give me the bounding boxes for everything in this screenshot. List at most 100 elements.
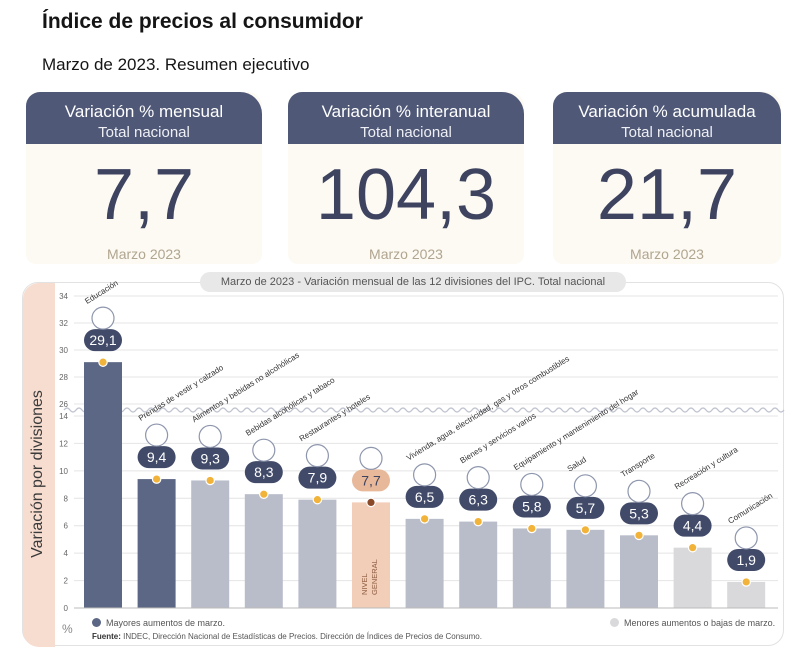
value-dot bbox=[151, 474, 162, 484]
legend-high: Mayores aumentos de marzo. bbox=[92, 618, 225, 628]
bar bbox=[244, 494, 283, 608]
source-label: Fuente: bbox=[92, 632, 121, 641]
card-title: Variación % interanual bbox=[321, 102, 491, 121]
y-tick-label: 4 bbox=[64, 549, 69, 558]
legend-low-swatch bbox=[610, 618, 619, 627]
bar bbox=[620, 535, 658, 608]
value-dot bbox=[419, 514, 430, 524]
category-icon bbox=[520, 472, 544, 497]
category-icon bbox=[305, 444, 329, 468]
x-tick-label: Prendas de vestir y calzado bbox=[137, 363, 226, 423]
category-icon bbox=[734, 526, 758, 550]
card-subtitle: Total nacional bbox=[621, 124, 713, 141]
data-label: 5,7 bbox=[576, 500, 596, 516]
y-tick-label: 8 bbox=[64, 494, 69, 503]
card-header: Variación % interanual Total nacional bbox=[288, 92, 524, 144]
data-label: 4,4 bbox=[683, 518, 703, 534]
value-dot bbox=[526, 523, 537, 534]
y-tick-label: 28 bbox=[59, 373, 68, 382]
card-date: Marzo 2023 bbox=[107, 246, 181, 262]
value-dot bbox=[687, 542, 698, 553]
value-badge bbox=[352, 469, 390, 492]
value-badge bbox=[673, 514, 712, 537]
card-value: 104,3 bbox=[315, 155, 497, 235]
unit-label: % bbox=[62, 622, 73, 636]
category-icon bbox=[466, 466, 490, 490]
x-tick-label: Transporte bbox=[619, 451, 657, 479]
card-value: 7,7 bbox=[93, 155, 195, 235]
value-dot bbox=[312, 494, 323, 505]
bar bbox=[459, 521, 498, 608]
bar bbox=[673, 547, 712, 608]
y-tick-label: 12 bbox=[59, 439, 68, 448]
value-badge bbox=[244, 461, 283, 484]
bar bbox=[137, 479, 176, 608]
card-title: Variación % acumulada bbox=[578, 102, 756, 121]
axis-break-line bbox=[63, 407, 785, 413]
y-tick-label: 2 bbox=[64, 577, 69, 586]
card-header: Variación % acumulada Total nacional bbox=[553, 92, 781, 144]
x-tick-label: Educación bbox=[83, 278, 119, 305]
data-label: 1,9 bbox=[736, 552, 756, 568]
bar bbox=[84, 362, 122, 608]
source-note: Fuente: INDEC, Dirección Nacional de Est… bbox=[92, 632, 482, 641]
category-icon bbox=[145, 423, 169, 447]
data-label: 6,5 bbox=[415, 489, 435, 505]
data-label: 7,9 bbox=[308, 470, 328, 486]
data-label: 8,3 bbox=[254, 464, 274, 480]
card-subtitle: Total nacional bbox=[360, 124, 452, 141]
y-tick-label: 10 bbox=[59, 467, 68, 476]
card-date: Marzo 2023 bbox=[630, 246, 704, 262]
value-badge bbox=[512, 495, 551, 518]
page-title: Índice de precios al consumidor bbox=[42, 10, 363, 33]
card-title: Variación % mensual bbox=[64, 102, 224, 121]
data-label: 9,4 bbox=[147, 449, 167, 465]
value-badge bbox=[298, 466, 337, 489]
bar bbox=[566, 529, 605, 608]
legend-high-label: Mayores aumentos de marzo. bbox=[106, 618, 226, 628]
category-icon bbox=[573, 474, 598, 498]
axis-side-band bbox=[23, 283, 55, 647]
value-dot bbox=[258, 489, 269, 499]
bar bbox=[512, 528, 551, 608]
chart-title: Marzo de 2023 - Variación mensual de las… bbox=[200, 272, 626, 292]
value-dot bbox=[741, 577, 751, 587]
data-label: 9,3 bbox=[200, 450, 220, 466]
chart-title-text: Variación mensual de las 12 divisiones d… bbox=[304, 276, 606, 288]
value-badge bbox=[405, 485, 444, 508]
y-tick-label: 0 bbox=[64, 604, 69, 613]
value-badge bbox=[84, 329, 122, 352]
value-dot bbox=[366, 497, 376, 508]
card-value: 21,7 bbox=[596, 155, 738, 235]
card-header: Variación % mensual Total nacional bbox=[26, 92, 262, 144]
bar bbox=[298, 499, 337, 608]
category-icon bbox=[627, 479, 651, 503]
x-tick-label: Recreación y cultura bbox=[673, 445, 740, 492]
legend-high-swatch bbox=[92, 618, 101, 627]
bar bbox=[352, 502, 390, 608]
category-icon bbox=[198, 424, 222, 449]
value-badge bbox=[727, 548, 766, 571]
card-date: Marzo 2023 bbox=[369, 246, 443, 262]
data-label: 29,1 bbox=[89, 332, 116, 348]
data-label: 7,7 bbox=[361, 472, 381, 488]
x-tick-label: NIVEL bbox=[360, 573, 369, 595]
card-accumulated: Variación % acumulada Total nacional 21,… bbox=[553, 92, 781, 264]
y-tick-label: 34 bbox=[59, 292, 68, 301]
y-tick-label: 26 bbox=[59, 400, 68, 409]
data-label: 6,3 bbox=[468, 492, 488, 508]
category-icon bbox=[413, 463, 437, 487]
value-dot bbox=[98, 357, 108, 367]
chart-title-separator: - bbox=[297, 276, 301, 288]
category-icon bbox=[252, 438, 276, 462]
card-yearly: Variación % interanual Total nacional 10… bbox=[288, 92, 524, 264]
data-label: 5,8 bbox=[522, 498, 542, 514]
value-badge bbox=[191, 447, 230, 470]
value-badge bbox=[137, 446, 176, 469]
x-tick-label: Comunicación bbox=[726, 491, 774, 526]
chart-title-period: Marzo de 2023 bbox=[220, 276, 295, 288]
y-tick-label: 6 bbox=[64, 522, 69, 531]
legend-low-label: Menores aumentos o bajas de marzo. bbox=[624, 618, 776, 628]
card-monthly: Variación % mensual Total nacional 7,7 M… bbox=[26, 92, 262, 264]
